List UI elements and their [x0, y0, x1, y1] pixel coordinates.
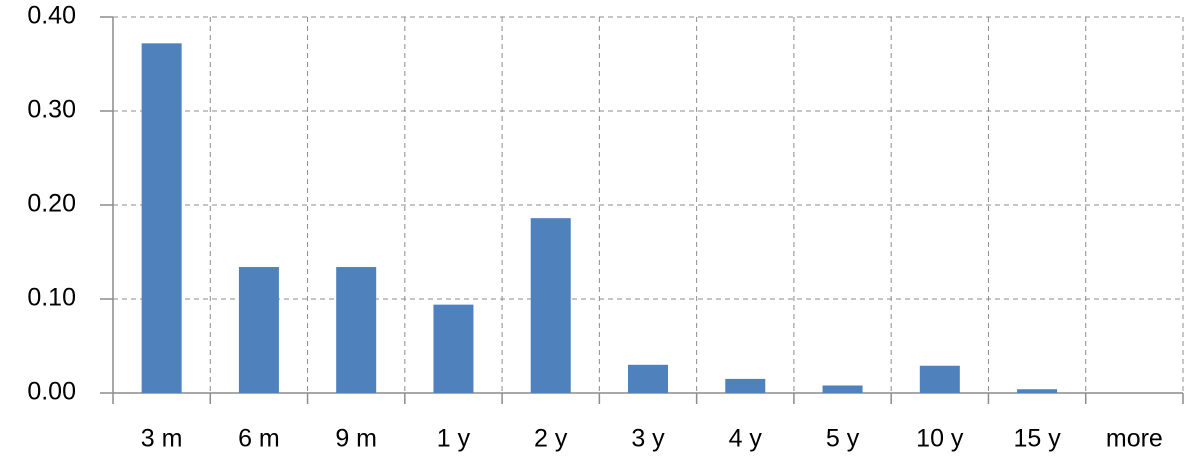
- x-tick-label: 6 m: [238, 425, 280, 453]
- y-tick-label: 0.20: [27, 190, 76, 218]
- bar: [433, 304, 474, 393]
- y-tick-label: 0.30: [27, 96, 76, 124]
- x-tick-label: 4 y: [729, 425, 763, 453]
- bar: [336, 267, 377, 393]
- x-tick-label: 1 y: [437, 425, 471, 453]
- x-tick-label: 2 y: [534, 425, 568, 453]
- bar: [1017, 389, 1058, 393]
- bar: [628, 364, 668, 393]
- y-tick-label: 0.40: [27, 2, 76, 30]
- x-tick-label: more: [1106, 425, 1163, 453]
- x-tick-label: 5 y: [826, 425, 860, 453]
- bar: [822, 385, 863, 393]
- x-tick-label: 10 y: [916, 425, 964, 453]
- y-tick-label: 0.00: [27, 378, 76, 406]
- bar: [141, 43, 182, 393]
- x-tick-label: 9 m: [335, 425, 377, 453]
- bar: [530, 218, 571, 393]
- bar: [919, 365, 960, 393]
- x-tick-label: 3 y: [631, 425, 665, 453]
- x-tick-label: 3 m: [141, 425, 183, 453]
- bar: [725, 378, 766, 393]
- bar: [238, 267, 279, 393]
- y-tick-label: 0.10: [27, 284, 76, 312]
- x-tick-label: 15 y: [1013, 425, 1061, 453]
